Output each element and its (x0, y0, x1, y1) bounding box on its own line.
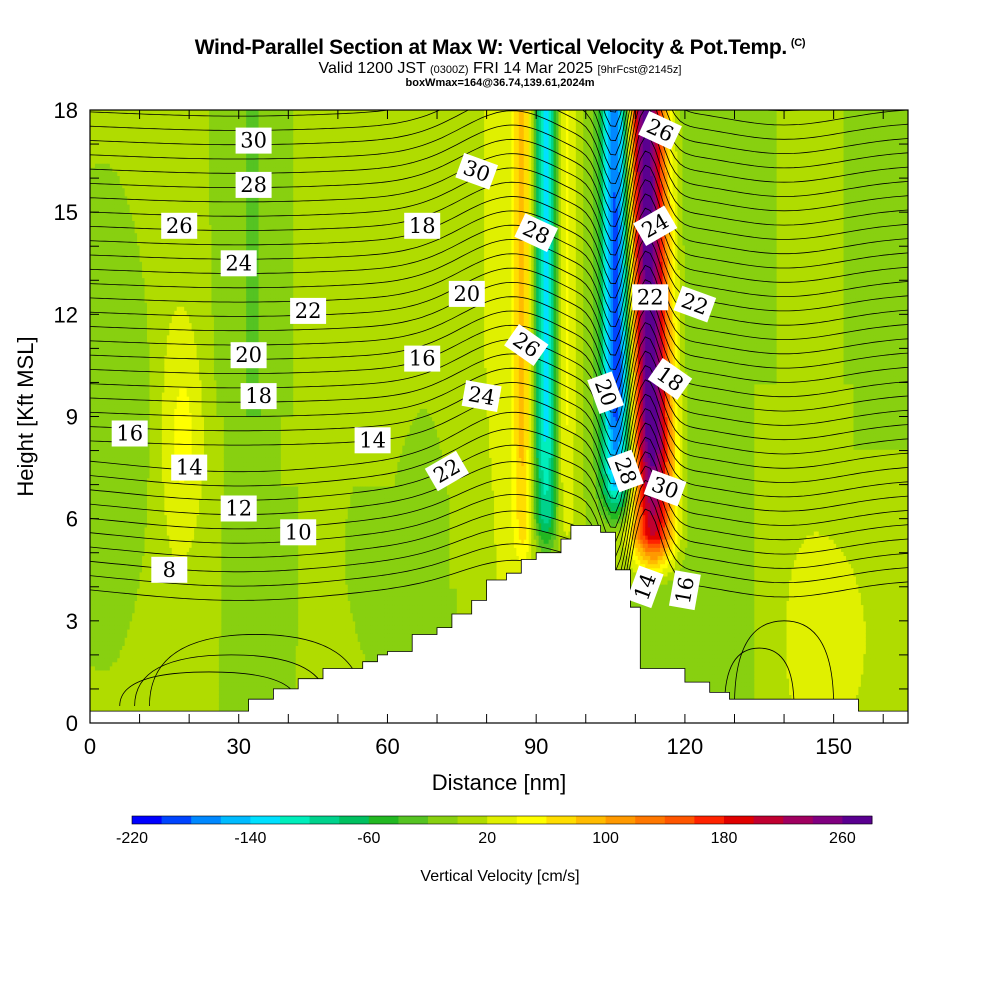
cross-section-chart: 8101214161820222426283014161820222426283… (0, 0, 1000, 1000)
